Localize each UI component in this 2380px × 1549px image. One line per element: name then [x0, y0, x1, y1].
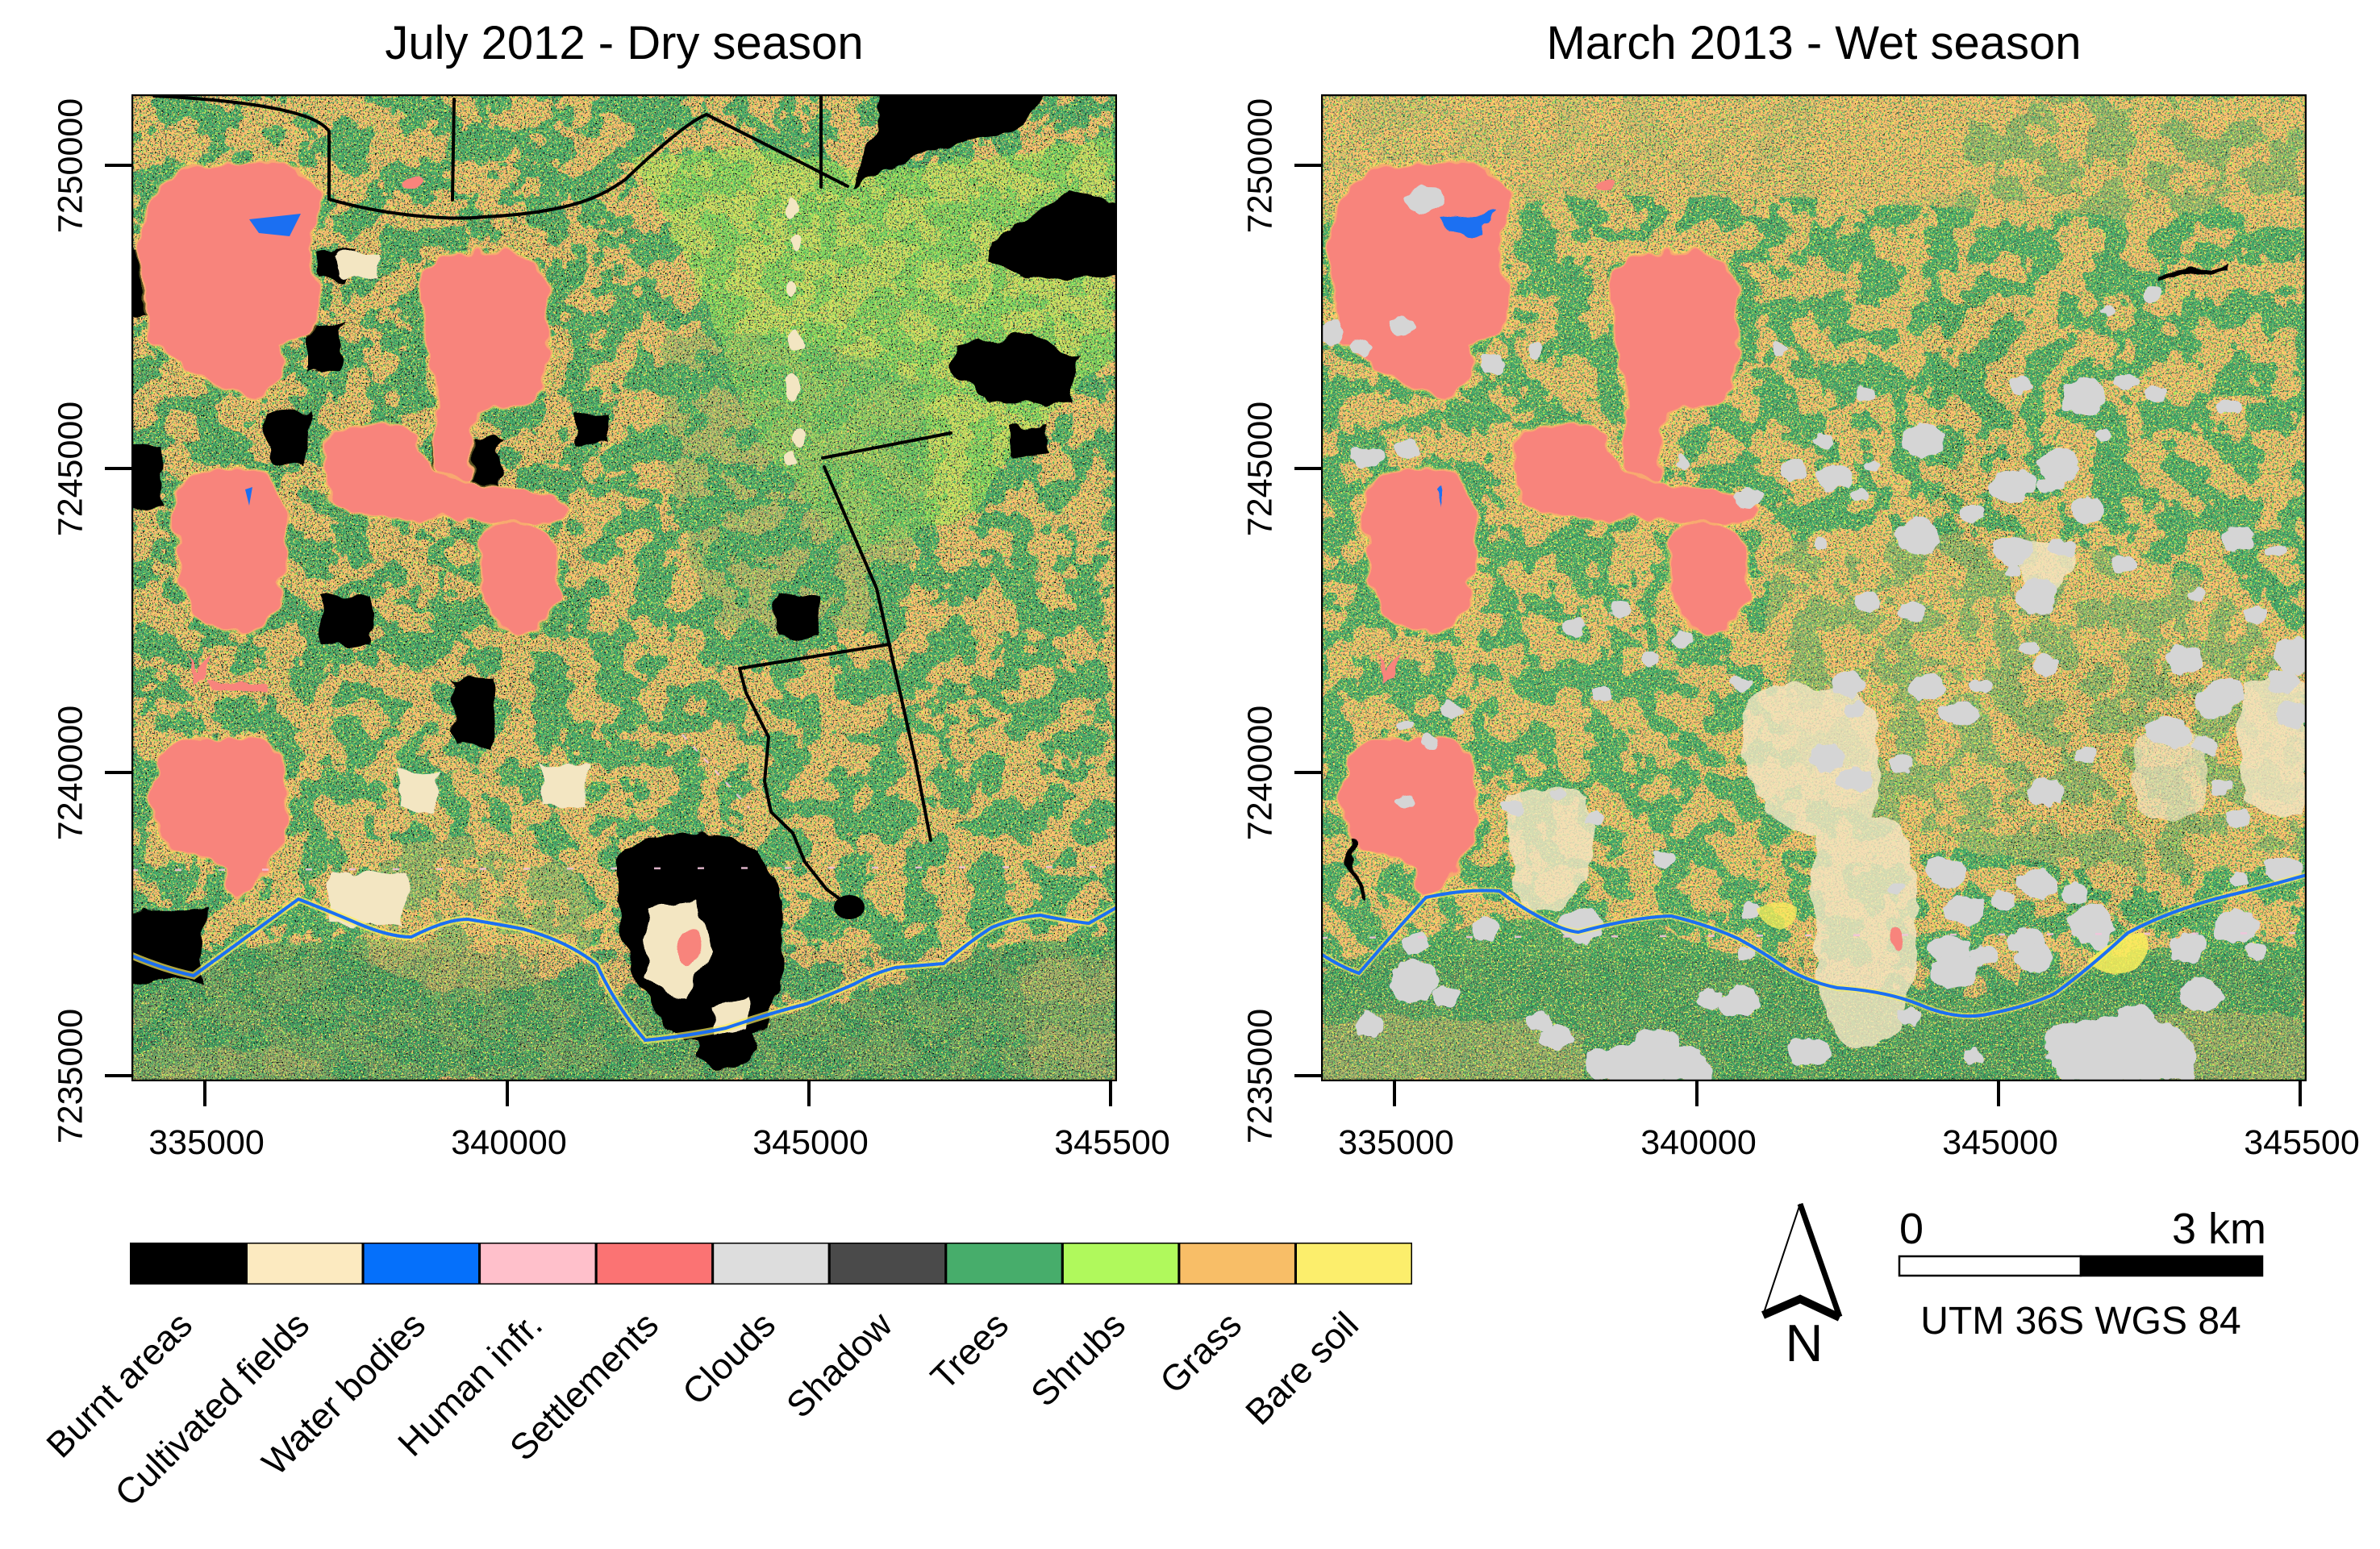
svg-text:Bare soil: Bare soil: [1237, 1304, 1366, 1433]
svg-text:Grass: Grass: [1152, 1304, 1249, 1401]
svg-text:Trees: Trees: [923, 1304, 1016, 1397]
svg-text:Clouds: Clouds: [674, 1304, 783, 1413]
svg-text:UTM 36S WGS 84: UTM 36S WGS 84: [1920, 1300, 2240, 1343]
svg-text:Cultivated fields: Cultivated fields: [106, 1304, 317, 1514]
svg-text:Shadow: Shadow: [778, 1304, 900, 1426]
svg-text:Shrubs: Shrubs: [1023, 1304, 1133, 1414]
svg-text:3 km: 3 km: [2172, 1205, 2266, 1253]
svg-text:N: N: [1786, 1314, 1824, 1372]
svg-text:0: 0: [1899, 1205, 1924, 1253]
